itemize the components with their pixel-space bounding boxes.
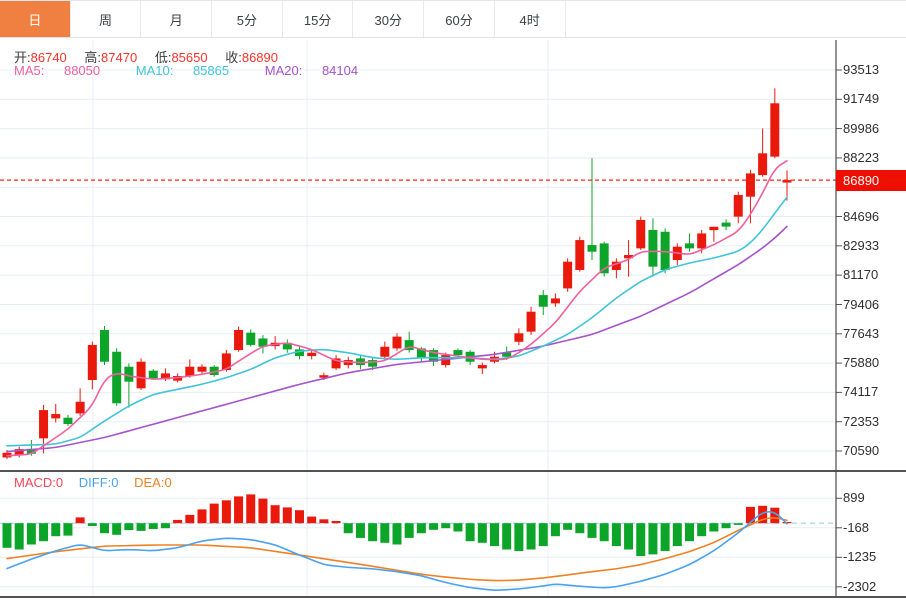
tab-日[interactable]: 日: [0, 1, 71, 37]
tab-60分[interactable]: 60分: [424, 1, 495, 37]
open-label: 开:: [14, 50, 31, 65]
period-tabbar: 日周月 5分 15分 30分 60分 4时: [0, 0, 906, 38]
price-axis-label: 72353: [843, 413, 880, 429]
tab-30分[interactable]: 30分: [353, 1, 425, 37]
close-value: 86890: [241, 50, 278, 65]
low-label: 低:: [154, 50, 172, 65]
ma-legend: MA5: 88050 MA10: 85865 MA20: 84104: [14, 63, 390, 78]
current-price-tag: 86890: [836, 169, 906, 191]
tab-月[interactable]: 月: [141, 1, 213, 37]
macd-value: MACD:0: [14, 475, 64, 490]
price-axis-label: 77643: [843, 325, 880, 341]
ma5-legend: MA5: 88050: [14, 63, 101, 78]
ma10-legend: MA10: 85865: [135, 63, 230, 78]
close-label: 收:: [225, 50, 242, 65]
price-axis-label: 82933: [843, 237, 880, 253]
low-value: 85650: [171, 50, 208, 65]
tab-周[interactable]: 周: [70, 1, 142, 37]
macd-axis-label: -168: [843, 519, 870, 535]
diff-value: DIFF:0: [78, 475, 119, 490]
price-axis-label: 74117: [843, 384, 879, 400]
ohlc-legend: 开:86740 高:87470 低:85650 收:86890: [14, 47, 292, 66]
tab-15分[interactable]: 15分: [282, 1, 354, 37]
ma20-legend: MA20: 84104: [264, 63, 359, 78]
tab-5分[interactable]: 5分: [212, 1, 283, 37]
macd-axis-label: -1235: [843, 549, 877, 565]
price-axis-label: 91749: [843, 91, 880, 107]
high-value: 87470: [101, 50, 138, 65]
price-axis-label: 75880: [843, 355, 880, 371]
price-axis-label: 70590: [843, 443, 880, 458]
macd-axis-label: 899: [843, 490, 865, 506]
tab-4时[interactable]: 4时: [494, 1, 566, 37]
macd-legend: MACD:0 DIFF:0 DEA:0: [14, 475, 184, 490]
price-axis-label: 81170: [843, 267, 879, 283]
high-label: 高:: [84, 50, 102, 65]
price-axis-label: 89986: [843, 120, 880, 136]
price-axis-label: 88223: [843, 149, 880, 165]
macd-axis-label: -2302: [843, 578, 877, 594]
price-axis-label: 93513: [843, 62, 880, 77]
price-axis-label: 84696: [843, 208, 880, 224]
open-value: 86740: [30, 50, 67, 65]
price-axis-label: 79406: [843, 296, 880, 312]
dea-value: DEA:0: [134, 475, 172, 490]
